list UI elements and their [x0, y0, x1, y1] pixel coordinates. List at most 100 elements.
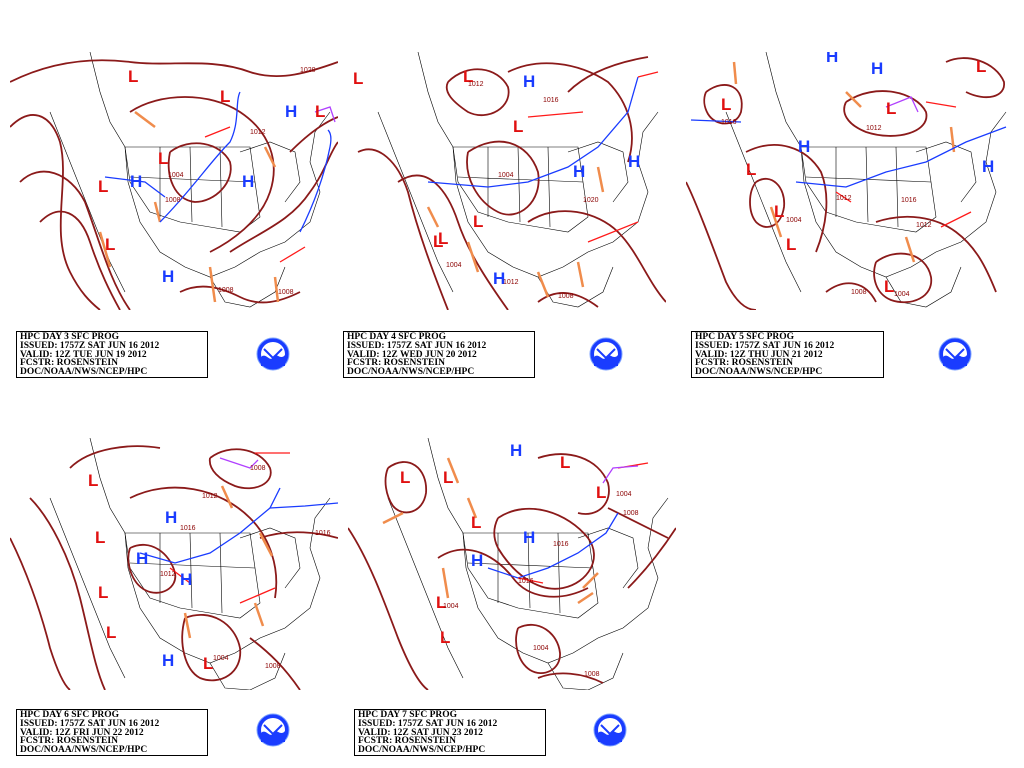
- info-line: DOC/NOAA/NWS/NCEP/HPC: [358, 745, 486, 756]
- isobar-label: 1008: [218, 287, 234, 294]
- info-line: FCSTR: ROSENSTEIN: [358, 736, 456, 747]
- low-center: L: [438, 229, 448, 248]
- info-line: HPC DAY 5 SFC PROG: [695, 332, 795, 342]
- info-line: DOC/NOAA/NWS/NCEP/HPC: [347, 367, 475, 378]
- isobar-label: 1004: [443, 603, 459, 610]
- high-center: H: [130, 172, 142, 191]
- high-center: H: [242, 172, 254, 191]
- low-center: L: [440, 628, 450, 647]
- info-box-day4: HPC DAY 4 SFC PROG ISSUED: 1757Z SAT JUN…: [343, 331, 535, 378]
- isobar-labels: 1016 1012 1012 1004 1012 1016 1004 1008: [721, 119, 932, 298]
- surface-map-day6: L L L L H H H H L 1008 1012 1016 1012 10…: [10, 438, 338, 690]
- isobars: [686, 57, 1005, 310]
- noaa-logo: [256, 713, 290, 747]
- map-panel-day3: L L L L H H H H L L 1020 1008 1008 1008 …: [10, 52, 338, 310]
- low-center: L: [786, 235, 796, 254]
- isobar-label: 1004: [168, 172, 184, 179]
- info-line: VALID: 12Z TUE JUN 19 2012: [20, 349, 147, 360]
- isobars: [10, 445, 338, 690]
- low-center: L: [746, 160, 756, 179]
- troughs: [426, 166, 605, 298]
- high-center: H: [798, 137, 810, 156]
- noaa-logo: [589, 337, 623, 371]
- low-center: L: [353, 69, 363, 88]
- low-center: L: [560, 453, 570, 472]
- low-center: L: [463, 67, 473, 86]
- low-center: L: [596, 483, 606, 502]
- pressure-centers: L L L L H H H H L: [88, 471, 213, 673]
- isobar-label: 1016: [518, 578, 534, 585]
- isobar-label: 1008: [278, 289, 294, 296]
- troughs: [382, 457, 599, 605]
- cold-fronts: [104, 91, 332, 233]
- isobar-label: 1012: [503, 279, 519, 286]
- cold-fronts: [690, 119, 1007, 188]
- warm-fronts: [169, 452, 290, 604]
- high-center: H: [471, 551, 483, 570]
- info-line: VALID: 12Z FRI JUN 22 2012: [20, 727, 144, 738]
- isobar-label: 1012: [836, 195, 852, 202]
- cold-fronts: [487, 512, 619, 579]
- isobar-label: 1004: [213, 655, 229, 662]
- isobar-label: 1020: [300, 67, 316, 74]
- info-box-day5: HPC DAY 5 SFC PROG ISSUED: 1757Z SAT JUN…: [691, 331, 884, 378]
- isobar-label: 1016: [543, 97, 559, 104]
- info-line: ISSUED: 1757Z SAT JUN 16 2012: [358, 718, 498, 729]
- low-center: L: [220, 87, 230, 106]
- troughs: [183, 485, 274, 639]
- isobar-label: 1016: [315, 530, 331, 537]
- high-center: H: [162, 651, 174, 670]
- pressure-centers: L L L L H H H H L L: [98, 67, 325, 286]
- low-center: L: [105, 235, 115, 254]
- troughs: [98, 111, 280, 303]
- warm-fronts: [527, 71, 659, 243]
- isobars: [10, 59, 338, 310]
- surface-map-day5: L L L L L L H H H H L 1016 1012 1012 100…: [686, 52, 1007, 310]
- isobar-label: 1008: [623, 510, 639, 517]
- isobar-label: 1012: [468, 81, 484, 88]
- isobar-label: 1004: [498, 172, 514, 179]
- warm-fronts: [204, 126, 306, 263]
- high-center: H: [180, 570, 192, 589]
- info-line: FCSTR: ROSENSTEIN: [695, 358, 793, 369]
- info-line: HPC DAY 6 SFC PROG: [20, 710, 120, 720]
- isobar-label: 1008: [558, 293, 574, 300]
- info-line: ISSUED: 1757Z SAT JUN 16 2012: [695, 340, 835, 351]
- isobars: [357, 56, 666, 310]
- occluded-front: [219, 457, 259, 469]
- isobar-labels: 1020 1008 1008 1008 1020 1004 1012: [165, 67, 316, 296]
- low-center: L: [400, 468, 410, 487]
- low-center: L: [315, 102, 325, 121]
- isobar-label: 1008: [250, 465, 266, 472]
- map-panel-day5: L L L L L L H H H H L 1016 1012 1012 100…: [686, 52, 1014, 310]
- cold-fronts: [427, 76, 639, 188]
- info-line: HPC DAY 4 SFC PROG: [347, 332, 447, 342]
- low-center: L: [158, 149, 168, 168]
- troughs: [732, 61, 956, 263]
- info-line: ISSUED: 1757Z SAT JUN 16 2012: [20, 718, 160, 729]
- warm-fronts: [835, 101, 972, 228]
- info-line: VALID: 12Z SAT JUN 23 2012: [358, 727, 483, 738]
- isobar-label: 1004: [616, 491, 632, 498]
- info-line: HPC DAY 7 SFC PROG: [358, 710, 458, 720]
- low-center: L: [436, 593, 446, 612]
- low-center: L: [884, 277, 894, 296]
- warm-fronts: [517, 462, 649, 584]
- info-line: VALID: 12Z THU JUN 21 2012: [695, 349, 823, 360]
- info-line: ISSUED: 1757Z SAT JUN 16 2012: [347, 340, 487, 351]
- info-line: HPC DAY 3 SFC PROG: [20, 332, 120, 342]
- isobar-label: 1016: [901, 197, 917, 204]
- coastlines: [725, 52, 1007, 308]
- info-line: FCSTR: ROSENSTEIN: [20, 358, 118, 369]
- low-center: L: [88, 471, 98, 490]
- coastlines: [377, 52, 659, 308]
- low-center: L: [471, 513, 481, 532]
- coastlines: [49, 52, 331, 308]
- occluded-front: [314, 106, 336, 123]
- noaa-logo: [256, 337, 290, 371]
- info-line: FCSTR: ROSENSTEIN: [347, 358, 445, 369]
- high-center: H: [871, 59, 883, 78]
- info-line: ISSUED: 1757Z SAT JUN 16 2012: [20, 340, 160, 351]
- low-center: L: [433, 232, 443, 251]
- isobar-label: 1008: [851, 289, 867, 296]
